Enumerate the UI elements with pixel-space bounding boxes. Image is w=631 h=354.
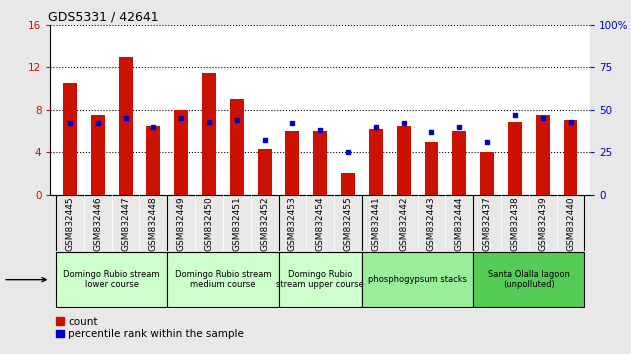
Text: Domingo Rubio
stream upper course: Domingo Rubio stream upper course	[276, 270, 364, 289]
Text: GSM832437: GSM832437	[483, 196, 492, 251]
Text: GSM832450: GSM832450	[204, 196, 213, 251]
Bar	[369, 129, 383, 195]
Text: other: other	[0, 275, 46, 285]
Text: GSM832442: GSM832442	[399, 196, 408, 251]
Bar	[278, 252, 362, 307]
Text: GSM832452: GSM832452	[260, 196, 269, 251]
Text: GSM832447: GSM832447	[121, 196, 130, 251]
Text: GDS5331 / 42641: GDS5331 / 42641	[48, 11, 158, 24]
Text: Domingo Rubio stream
lower course: Domingo Rubio stream lower course	[63, 270, 160, 289]
Bar	[508, 122, 522, 195]
Bar	[473, 252, 584, 307]
Bar	[202, 73, 216, 195]
Bar	[480, 152, 494, 195]
Bar	[63, 83, 77, 195]
Bar	[146, 126, 160, 195]
Bar	[452, 131, 466, 195]
Text: GSM832451: GSM832451	[232, 196, 241, 251]
Bar	[341, 173, 355, 195]
Bar	[313, 131, 327, 195]
Bar	[362, 252, 473, 307]
Text: Santa Olalla lagoon
(unpolluted): Santa Olalla lagoon (unpolluted)	[488, 270, 570, 289]
Text: GSM832443: GSM832443	[427, 196, 436, 251]
Text: GSM832438: GSM832438	[510, 196, 519, 251]
Text: GSM832453: GSM832453	[288, 196, 297, 251]
Text: GSM832441: GSM832441	[372, 196, 380, 251]
Bar	[119, 57, 133, 195]
Text: GSM832445: GSM832445	[66, 196, 74, 251]
Legend: count, percentile rank within the sample: count, percentile rank within the sample	[56, 317, 244, 339]
Text: GSM832449: GSM832449	[177, 196, 186, 251]
Text: GSM832439: GSM832439	[538, 196, 547, 251]
Bar	[257, 149, 271, 195]
Bar	[174, 110, 188, 195]
Bar	[425, 142, 439, 195]
Bar	[536, 115, 550, 195]
Text: GSM832454: GSM832454	[316, 196, 325, 251]
Text: GSM832455: GSM832455	[343, 196, 353, 251]
Bar	[56, 252, 167, 307]
Bar	[397, 126, 411, 195]
Text: GSM832440: GSM832440	[566, 196, 575, 251]
Bar	[563, 120, 577, 195]
Text: GSM832448: GSM832448	[149, 196, 158, 251]
Bar	[285, 131, 299, 195]
Text: Domingo Rubio stream
medium course: Domingo Rubio stream medium course	[175, 270, 271, 289]
Bar	[91, 115, 105, 195]
Text: GSM832444: GSM832444	[455, 196, 464, 251]
Text: GSM832446: GSM832446	[93, 196, 102, 251]
Bar	[167, 252, 278, 307]
Bar	[230, 99, 244, 195]
Text: phosphogypsum stacks: phosphogypsum stacks	[368, 275, 467, 284]
